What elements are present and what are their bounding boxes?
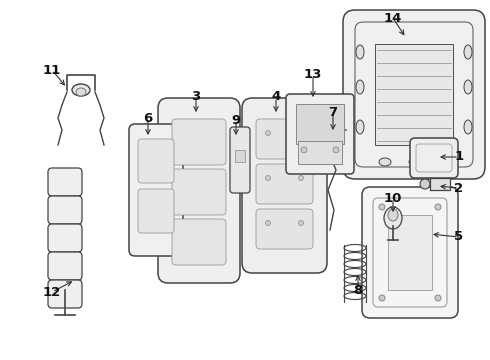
FancyBboxPatch shape <box>158 98 240 283</box>
Ellipse shape <box>435 295 441 301</box>
Ellipse shape <box>356 120 364 134</box>
FancyBboxPatch shape <box>138 139 174 183</box>
Ellipse shape <box>388 209 398 221</box>
Text: 1: 1 <box>454 150 464 163</box>
Ellipse shape <box>464 120 472 134</box>
Bar <box>235 150 245 162</box>
Ellipse shape <box>356 45 364 59</box>
Text: 6: 6 <box>144 112 152 125</box>
Ellipse shape <box>420 179 430 189</box>
Bar <box>430 178 450 190</box>
Ellipse shape <box>379 295 385 301</box>
Ellipse shape <box>464 45 472 59</box>
FancyBboxPatch shape <box>256 119 313 159</box>
Ellipse shape <box>464 80 472 94</box>
FancyBboxPatch shape <box>172 119 226 165</box>
Bar <box>298 141 342 164</box>
Ellipse shape <box>379 158 391 166</box>
Ellipse shape <box>298 130 303 135</box>
Text: 5: 5 <box>454 230 464 243</box>
FancyBboxPatch shape <box>48 252 82 280</box>
Text: 13: 13 <box>304 68 322 81</box>
Text: 9: 9 <box>231 113 241 126</box>
FancyBboxPatch shape <box>138 189 174 233</box>
Text: 2: 2 <box>454 181 464 194</box>
Ellipse shape <box>333 147 339 153</box>
Ellipse shape <box>384 207 402 229</box>
Ellipse shape <box>266 220 270 225</box>
Ellipse shape <box>298 220 303 225</box>
Bar <box>296 104 344 144</box>
FancyBboxPatch shape <box>129 124 183 256</box>
Ellipse shape <box>435 204 441 210</box>
FancyBboxPatch shape <box>48 280 82 308</box>
Ellipse shape <box>266 130 270 135</box>
FancyBboxPatch shape <box>48 196 82 224</box>
Ellipse shape <box>301 147 307 153</box>
FancyBboxPatch shape <box>172 219 226 265</box>
FancyBboxPatch shape <box>362 187 458 318</box>
FancyBboxPatch shape <box>410 138 458 178</box>
Text: 14: 14 <box>384 12 402 24</box>
Ellipse shape <box>409 158 421 166</box>
FancyBboxPatch shape <box>286 94 354 174</box>
FancyBboxPatch shape <box>48 168 82 196</box>
Text: 11: 11 <box>43 63 61 77</box>
FancyBboxPatch shape <box>256 209 313 249</box>
FancyBboxPatch shape <box>256 164 313 204</box>
FancyBboxPatch shape <box>172 169 226 215</box>
FancyBboxPatch shape <box>48 224 82 252</box>
Text: 12: 12 <box>43 285 61 298</box>
Ellipse shape <box>266 175 270 180</box>
Bar <box>375 44 453 145</box>
Text: 4: 4 <box>271 90 281 104</box>
Bar <box>388 215 432 290</box>
Ellipse shape <box>379 204 385 210</box>
Text: 3: 3 <box>192 90 200 104</box>
FancyBboxPatch shape <box>242 98 327 273</box>
FancyBboxPatch shape <box>230 127 250 193</box>
Text: 8: 8 <box>353 284 363 297</box>
Ellipse shape <box>439 158 451 166</box>
Ellipse shape <box>298 175 303 180</box>
Ellipse shape <box>72 84 90 96</box>
FancyBboxPatch shape <box>343 10 485 179</box>
Ellipse shape <box>76 88 86 96</box>
Text: 10: 10 <box>384 192 402 204</box>
Ellipse shape <box>356 80 364 94</box>
Text: 7: 7 <box>328 105 338 118</box>
